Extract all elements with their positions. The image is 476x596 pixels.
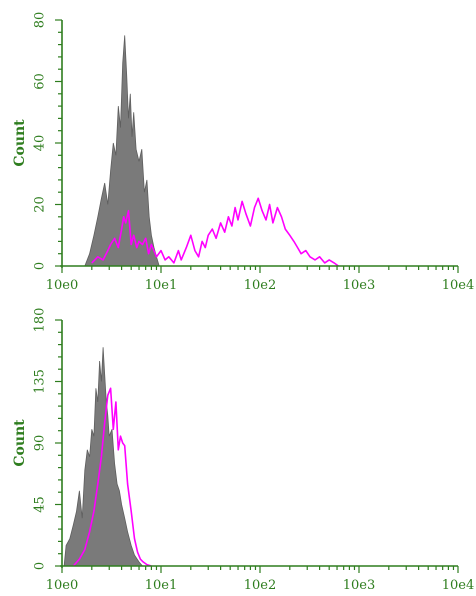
y-axis-title: Count bbox=[12, 419, 28, 467]
y-axis-title: Count bbox=[12, 119, 28, 167]
x-tick-label: 10e1 bbox=[145, 578, 178, 593]
histogram-panel-top: 10e0 10e1 10e2 10e3 10e4 0 20 40 60 80 Count bbox=[12, 12, 474, 293]
y-tick-label: 20 bbox=[33, 196, 48, 213]
y-tick-label: 60 bbox=[33, 73, 48, 90]
y-tick-label: 135 bbox=[33, 369, 48, 394]
x-tick-label: 10e1 bbox=[145, 278, 178, 293]
x-tick-label: 10e0 bbox=[46, 578, 79, 593]
series-1-line-histogram bbox=[91, 197, 339, 267]
y-tick-label: 0 bbox=[33, 262, 48, 270]
x-tick-label: 10e4 bbox=[442, 578, 475, 593]
x-tick-label: 10e0 bbox=[46, 278, 79, 293]
histogram-panel-bottom: 10e0 10e1 10e2 10e3 10e4 0 45 90 135 180 Count bbox=[12, 308, 474, 593]
series-1-line-histogram bbox=[72, 387, 152, 567]
series-0-filled-histogram bbox=[84, 35, 160, 267]
y-tick-label: 90 bbox=[33, 435, 48, 452]
y-tick-label: 40 bbox=[33, 135, 48, 152]
series-0-filled-histogram bbox=[63, 347, 144, 567]
x-tick-label: 10e3 bbox=[343, 578, 376, 593]
x-tick-label: 10e4 bbox=[442, 278, 475, 293]
y-tick-label: 80 bbox=[33, 12, 48, 29]
x-tick-label: 10e2 bbox=[244, 278, 277, 293]
x-tick-label: 10e2 bbox=[244, 578, 277, 593]
y-tick-label: 180 bbox=[33, 308, 48, 333]
y-tick-label: 0 bbox=[33, 562, 48, 570]
x-tick-label: 10e3 bbox=[343, 278, 376, 293]
y-tick-label: 45 bbox=[33, 496, 48, 513]
